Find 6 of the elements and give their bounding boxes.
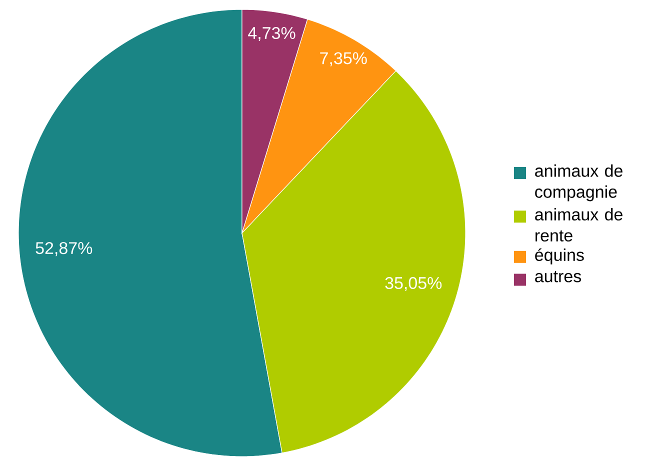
legend-label: équins — [535, 248, 584, 264]
data-label: 35,05% — [385, 277, 442, 292]
legend-label: autres — [535, 271, 582, 282]
data-label: 7,35% — [320, 52, 367, 66]
data-label: 4,73% — [248, 27, 296, 42]
data-label: 52,87% — [36, 242, 92, 256]
